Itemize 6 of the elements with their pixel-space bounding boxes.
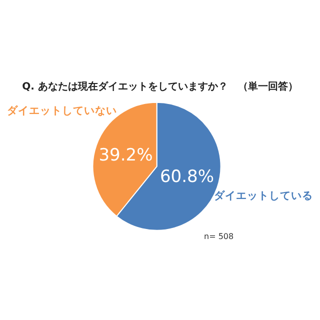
text: n= 508 [204,232,234,241]
slice-label: ダイエットしていない [7,104,117,117]
slice-label: ダイエットしている [214,189,313,202]
data-label: 60.8% [160,167,214,188]
chart-title: Q. あなたは現在ダイエットをしていますか？ （単一回答） [22,80,298,93]
data-label: 39.2% [98,145,153,166]
